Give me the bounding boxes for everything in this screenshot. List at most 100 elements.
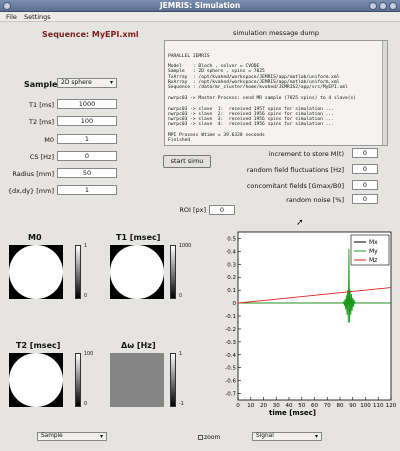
menubar: File Settings: [0, 12, 400, 22]
t2-cbar-bottom: 0: [84, 402, 88, 407]
concomitant-input[interactable]: 0: [352, 180, 378, 190]
x-tick-label: 70: [324, 403, 331, 409]
y-tick-label: -0.5: [225, 366, 236, 372]
x-tick-label: 60: [311, 403, 318, 409]
mouse-pointer-icon: ➚: [296, 218, 304, 228]
y-tick-label: -0.1: [225, 314, 236, 320]
dump-title: simulation message dump: [233, 29, 319, 37]
increment-input[interactable]: 0: [352, 148, 378, 158]
x-axis-label: time [msec]: [269, 409, 316, 417]
x-tick-label: 40: [286, 403, 293, 409]
dump-line: MPI Process Wtime = 39.6328 seconds: [168, 133, 265, 139]
x-tick-label: 110: [373, 403, 384, 409]
x-tick-label: 120: [386, 403, 397, 409]
signal-dropdown[interactable]: Signal ▾: [252, 432, 322, 441]
window-title: JEMRIS: Simulation: [159, 1, 241, 10]
x-tick-label: 20: [260, 403, 267, 409]
param-label-t1: T1 [ms]: [29, 101, 54, 109]
signal-dropdown-value: Signal: [256, 433, 274, 439]
param-label-t2: T2 [ms]: [29, 118, 54, 126]
param-input-t2[interactable]: 100: [57, 116, 117, 126]
sample-dropdown-value: 2D sphere: [61, 79, 92, 86]
dw-colorbar: [170, 353, 176, 407]
legend-entry-my: My: [369, 248, 378, 255]
param-input-dxdy[interactable]: 1: [57, 185, 117, 195]
t1-cbar-top: 1000: [179, 244, 192, 249]
dump-line: PARALLEL JEMRIS: [168, 53, 210, 59]
roi-label: ROI [px]: [179, 206, 206, 214]
param-input-radius[interactable]: 50: [57, 168, 117, 178]
t2-colorbar: [75, 353, 81, 407]
menu-file[interactable]: File: [6, 13, 17, 21]
window-menu-button[interactable]: [3, 2, 11, 10]
random-noise-input[interactable]: 0: [352, 194, 378, 204]
param-label-radius: Radius [mm]: [12, 170, 54, 178]
t2-map-title: T2 [msec]: [16, 341, 61, 350]
dw-cbar-top: 1: [179, 352, 183, 357]
x-tick-label: 10: [247, 403, 254, 409]
y-tick-label: -0.7: [225, 392, 236, 398]
m0-colorbar: [75, 245, 81, 299]
signal-chart[interactable]: -0.7 -0.6 -0.5 -0.4 -0.3 -0.2 -0.1 0 0.1 0.2 0.3 0.…: [216, 224, 398, 420]
m0-map-image: [9, 245, 63, 299]
dump-line: nwrpc03 -> slave 4: received 1956 spins …: [168, 122, 334, 128]
y-tick-label: 0.2: [227, 275, 236, 281]
minimize-button[interactable]: [369, 2, 377, 10]
roi-input[interactable]: 0: [209, 205, 235, 215]
y-tick-label: 0.4: [227, 249, 236, 255]
menu-settings[interactable]: Settings: [24, 13, 51, 21]
sample-view-dropdown-value: Sample: [41, 433, 63, 439]
param-input-t1[interactable]: 1000: [57, 99, 117, 109]
dump-line: Sample : 2D sphere , spins = 7825: [168, 69, 265, 75]
close-button[interactable]: [389, 2, 397, 10]
x-tick-label: 0: [236, 403, 240, 409]
x-tick-label: 90: [349, 403, 356, 409]
dump-text: PARALLEL JEMRIS Model : Bloch , solver =…: [168, 54, 384, 144]
dump-scrollbar[interactable]: [382, 41, 387, 145]
y-tick-label: -0.2: [225, 327, 236, 333]
x-tick-label: 80: [337, 403, 344, 409]
dw-map-title: Δω [Hz]: [121, 341, 156, 350]
random-field-input[interactable]: 0: [352, 164, 378, 174]
y-tick-label: -0.6: [225, 379, 236, 385]
param-label-cs: CS [Hz]: [29, 153, 54, 161]
maximize-button[interactable]: [379, 2, 387, 10]
concomitant-label: concomitant fields [Gmax/B0]: [246, 182, 344, 190]
t1-cbar-bottom: 0: [179, 294, 183, 299]
random-field-label: random field fluctuations [Hz]: [246, 166, 344, 174]
param-label-m0: M0: [44, 136, 54, 144]
dw-cbar-bottom: -1: [179, 402, 184, 407]
param-input-m0[interactable]: 1: [57, 134, 117, 144]
m0-map-title: M0: [28, 233, 42, 242]
x-tick-label: 30: [273, 403, 280, 409]
random-noise-label: random noise [%]: [286, 196, 344, 204]
legend-entry-mx: Mx: [369, 239, 378, 246]
y-tick-label: 0.5: [227, 236, 236, 242]
start-simu-button[interactable]: start simu: [163, 155, 211, 168]
param-input-cs[interactable]: 0: [57, 151, 117, 161]
dump-line: RxArray : /opt/kvahed/workspace/JEMRIS/a…: [168, 80, 340, 86]
dump-line: Model : Bloch , solver = CVODE: [168, 64, 260, 70]
y-tick-label: 0.3: [227, 262, 236, 268]
dump-line: nwrpc03 -> slave 3: received 1956 spins …: [168, 117, 334, 123]
y-tick-label: 0: [233, 301, 237, 307]
zoom-checkbox[interactable]: zoom: [198, 434, 220, 441]
y-tick-label: 0.1: [227, 288, 236, 294]
chevron-down-icon: ▾: [314, 433, 318, 440]
window-titlebar: JEMRIS: Simulation: [0, 0, 400, 12]
message-dump[interactable]: PARALLEL JEMRIS Model : Bloch , solver =…: [164, 40, 388, 146]
chevron-down-icon: ▾: [99, 433, 103, 440]
sample-label: Sample:: [24, 80, 61, 89]
t1-map-title: T1 [msec]: [116, 233, 161, 242]
m0-cbar-top: 1: [84, 244, 88, 249]
checkbox-box: [198, 435, 203, 440]
t1-map-image: [110, 245, 164, 299]
t2-map-image: [9, 353, 63, 407]
sample-dropdown[interactable]: 2D sphere ▾: [57, 78, 117, 88]
zoom-label: zoom: [204, 434, 221, 441]
dump-line: Finished: [168, 138, 191, 144]
m0-cbar-bottom: 0: [84, 294, 88, 299]
increment-label: increment to store M(t): [268, 150, 344, 158]
sample-view-dropdown[interactable]: Sample ▾: [37, 432, 107, 441]
param-label-dxdy: {dx,dy} [mm]: [7, 187, 54, 195]
